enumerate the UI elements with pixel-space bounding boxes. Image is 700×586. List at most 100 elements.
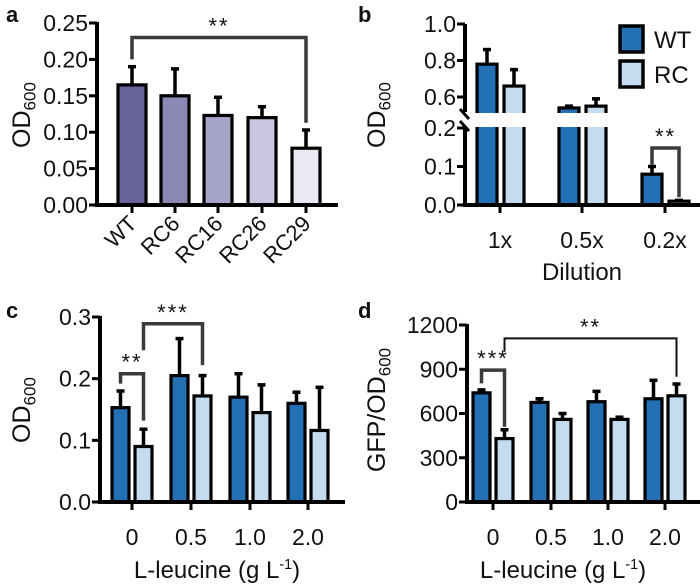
superscript: -1 xyxy=(625,557,638,573)
x-tick-label: 2.0 xyxy=(292,524,324,550)
text-part: OD xyxy=(363,110,391,148)
y-axis-label: OD600 xyxy=(8,82,40,148)
panel-letter: a xyxy=(6,2,19,27)
y-tick-label: 600 xyxy=(420,401,458,427)
bar xyxy=(494,436,515,504)
y-tick-label: 0.05 xyxy=(43,156,88,182)
text-part: L-leucine (g L xyxy=(134,557,279,584)
x-tick-label: 2.0 xyxy=(649,524,681,550)
significance-bracket xyxy=(503,337,678,377)
bar xyxy=(228,395,249,504)
y-tick-label: 0.2 xyxy=(424,115,456,141)
bar xyxy=(246,116,278,207)
axis-break-gap xyxy=(461,113,700,127)
y-tick-label: 0.1 xyxy=(59,427,91,453)
bar xyxy=(251,410,272,504)
bar xyxy=(640,172,664,207)
text-part: L-leucine (g L xyxy=(480,557,625,584)
bar xyxy=(192,394,213,504)
panel-letter: b xyxy=(358,2,371,27)
axis-break-mark xyxy=(458,119,471,133)
x-tick-label: RC29 xyxy=(258,211,315,268)
legend-label: WT xyxy=(654,27,692,54)
panel-b: b 0.0 0.1 0.2 0.6 0.8 1.0 1x 0.5x 0.2x OD600 Diluti… xyxy=(358,2,700,286)
legend-swatch xyxy=(618,59,645,89)
y-tick-label: 0.8 xyxy=(424,48,456,74)
text-part: OD xyxy=(8,405,36,443)
bar xyxy=(110,406,131,504)
superscript: -1 xyxy=(279,557,292,573)
significance-label: ** xyxy=(121,350,142,375)
text-part: GFP/OD xyxy=(363,376,391,472)
y-tick-label: 0.00 xyxy=(43,192,88,218)
x-tick-label: 1.0 xyxy=(592,524,624,550)
bar xyxy=(502,84,526,207)
y-tick-label: 0.1 xyxy=(424,154,456,180)
subscript: 600 xyxy=(21,377,40,405)
panel-c: c 0.0 0.1 0.2 0.3 0 0.5 1.0 2.0 OD600 L-leucine (g… xyxy=(6,298,345,584)
y-tick-label: 0 xyxy=(445,489,458,515)
significance-label: *** xyxy=(157,300,189,325)
subscript: 600 xyxy=(376,348,395,376)
significance-label: ** xyxy=(580,314,601,339)
text-part: ) xyxy=(292,557,300,584)
y-tick-label: 300 xyxy=(420,445,458,471)
x-tick-label: 0.5x xyxy=(560,227,604,253)
bar xyxy=(471,391,492,504)
significance-label: ** xyxy=(655,124,676,149)
x-tick-label: 0.5 xyxy=(535,524,567,550)
bar xyxy=(133,444,154,504)
bar xyxy=(202,113,234,207)
y-tick-label: 0.0 xyxy=(59,489,91,515)
subscript: 600 xyxy=(21,82,40,110)
x-tick-label: RC16 xyxy=(170,211,227,268)
y-axis-label: OD600 xyxy=(363,82,395,148)
bar xyxy=(666,394,687,504)
x-tick-label: 0.5 xyxy=(175,524,207,550)
significance-bracket xyxy=(650,146,681,198)
x-axis-label: Dilution xyxy=(542,259,622,286)
bar xyxy=(169,373,190,504)
bar xyxy=(586,400,607,504)
y-tick-label: 0.20 xyxy=(43,46,88,72)
significance-bracket xyxy=(118,371,146,421)
text-part: ) xyxy=(638,557,646,584)
subscript: 600 xyxy=(376,82,395,110)
bar xyxy=(286,401,307,504)
panel-a: a0.000.050.100.150.200.25WTRC6RC16RC26RC… xyxy=(6,2,338,268)
x-tick-label: WT xyxy=(100,211,142,253)
legend-label: RC xyxy=(654,62,689,89)
bar xyxy=(290,146,322,207)
significance-label: *** xyxy=(477,346,509,371)
y-tick-label: 0.3 xyxy=(59,304,91,330)
x-tick-label: RC26 xyxy=(214,211,271,268)
x-axis-label: L-leucine (g L-1) xyxy=(134,557,300,584)
text-part: OD xyxy=(8,110,36,148)
significance-bracket xyxy=(130,35,308,123)
y-tick-label: 0.2 xyxy=(59,366,91,392)
y-axis-label: GFP/OD600 xyxy=(363,348,395,472)
x-tick-label: 0 xyxy=(487,524,500,550)
bar xyxy=(475,62,499,207)
y-tick-label: 0.10 xyxy=(43,119,88,145)
y-tick-label: 900 xyxy=(420,356,458,382)
x-tick-label: 0 xyxy=(126,524,139,550)
y-tick-label: 1.0 xyxy=(424,11,456,37)
bar xyxy=(609,417,630,504)
bar xyxy=(116,83,148,207)
bar xyxy=(309,428,330,504)
x-tick-label: 1x xyxy=(488,227,513,253)
significance-bracket xyxy=(479,368,507,427)
y-tick-label: 0.0 xyxy=(424,192,456,218)
bar xyxy=(529,400,550,504)
y-tick-label: 1200 xyxy=(407,312,458,338)
bar xyxy=(643,397,664,504)
y-axis-label: OD600 xyxy=(8,377,40,443)
x-tick-label: 1.0 xyxy=(234,524,266,550)
x-axis-label: L-leucine (g L-1) xyxy=(480,557,646,584)
y-tick-label: 0.15 xyxy=(43,83,88,109)
y-tick-label: 0.6 xyxy=(424,84,456,110)
axis-break-mark xyxy=(458,107,471,121)
